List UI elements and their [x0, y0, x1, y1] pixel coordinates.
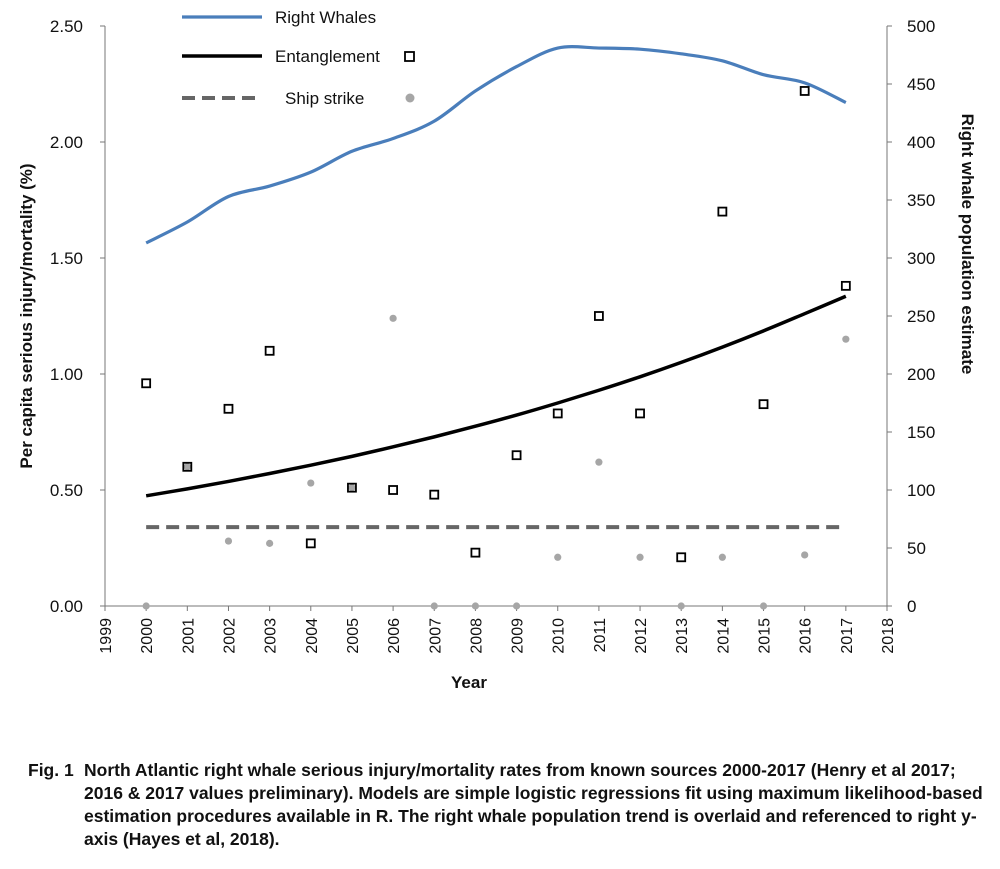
x-tick-label: 2011	[592, 618, 609, 653]
series-line-entanglement-model	[145, 294, 847, 498]
y-left-tick-label: 0.00	[50, 597, 83, 616]
caption-text: North Atlantic right whale serious injur…	[84, 760, 983, 849]
ship-strike-point	[512, 602, 521, 610]
ship-strike-point	[307, 479, 315, 487]
series-line-right-whales	[145, 45, 847, 245]
entanglement-point	[305, 538, 316, 549]
y-right-tick-label: 50	[907, 539, 926, 558]
y-right-tick-label: 250	[907, 307, 935, 326]
ship-strike-point	[718, 553, 726, 561]
ship-strike-point	[801, 551, 809, 559]
x-tick-label: 2007	[427, 618, 444, 654]
y-right-tick-label: 450	[907, 75, 935, 94]
x-tick-label: 2013	[674, 618, 691, 654]
legend-label-right-whales: Right Whales	[275, 8, 376, 27]
ship-strike-point	[430, 602, 438, 610]
y-axis-right-label: Right whale population estimate	[958, 114, 977, 375]
ship-strike-point	[554, 553, 562, 561]
entanglement-point	[552, 408, 563, 419]
legend: Right Whales Entanglement Ship strike	[182, 8, 415, 108]
y-left-tick-label: 2.50	[50, 17, 83, 36]
entanglement-point	[141, 378, 152, 389]
x-tick-label: 2004	[304, 618, 321, 654]
x-tick-label: 2006	[386, 618, 403, 654]
ship-strike-point	[266, 539, 274, 547]
entanglement-point	[223, 403, 234, 414]
x-tick-label: 2015	[757, 618, 774, 654]
entanglement-point	[470, 547, 481, 558]
y-right-tick-label: 150	[907, 423, 935, 442]
y-right-tick-label: 300	[907, 249, 935, 268]
x-axis-label: Year	[451, 673, 487, 692]
y-left-tick-label: 1.50	[50, 249, 83, 268]
ship-strike-point	[595, 458, 603, 466]
x-tick-label: 2016	[798, 618, 815, 654]
entanglement-point	[635, 408, 645, 419]
x-tick-label: 2002	[221, 618, 238, 654]
ship-strike-point	[142, 602, 150, 610]
x-tick-label: 2014	[715, 618, 732, 654]
y-right-tick-label: 500	[907, 17, 935, 36]
entanglement-point	[717, 206, 728, 217]
x-tick-label: 2005	[345, 618, 362, 654]
caption-fig-label: Fig. 1	[28, 760, 74, 780]
entanglement-point	[511, 450, 522, 461]
ship-strike-point	[759, 602, 768, 610]
x-tick-label: 2003	[263, 618, 280, 654]
entanglement-point	[388, 485, 399, 495]
entanglement-point	[182, 461, 193, 472]
legend-label-ship-strike: Ship strike	[285, 89, 364, 108]
y-right-tick-label: 400	[907, 133, 935, 152]
entanglement-point	[799, 86, 810, 96]
chart: 0.00 0.50 1.00 1.50 2.00 2.50 0 50 100 150 200 250 3…	[17, 8, 977, 692]
legend-swatch-entanglement-square	[404, 51, 415, 62]
series-layer	[141, 45, 851, 610]
y-left-tick-label: 0.50	[50, 481, 83, 500]
legend-label-entanglement: Entanglement	[275, 47, 380, 66]
ship-strike-point	[183, 463, 191, 471]
plot-frame	[104, 26, 888, 607]
axis-ticks: 0.00 0.50 1.00 1.50 2.00 2.50 0 50 100 150 200 250 3…	[50, 17, 935, 654]
ship-strike-point	[636, 553, 644, 561]
entanglement-point	[758, 399, 769, 410]
entanglement-point	[840, 280, 851, 291]
x-tick-label: 2001	[180, 618, 197, 654]
x-tick-label: 2009	[510, 618, 527, 654]
x-tick-label: 2010	[551, 618, 568, 654]
x-tick-label: 2018	[880, 618, 897, 654]
entanglement-point	[347, 482, 357, 493]
entanglement-point	[264, 345, 275, 356]
x-tick-label: 2012	[633, 618, 650, 654]
y-left-tick-label: 2.00	[50, 133, 83, 152]
x-tick-label: 2017	[839, 618, 856, 654]
x-tick-label: 2008	[468, 618, 485, 654]
y-left-tick-label: 1.00	[50, 365, 83, 384]
entanglement-point	[676, 552, 687, 563]
y-right-tick-label: 100	[907, 481, 935, 500]
ship-strike-point	[348, 484, 356, 492]
ship-strike-point	[224, 537, 233, 545]
y-right-tick-label: 350	[907, 191, 935, 210]
ship-strike-point	[842, 335, 850, 343]
y-right-tick-label: 0	[907, 597, 916, 616]
y-axis-left-label: Per capita serious injury/mortality (%)	[17, 163, 36, 468]
y-right-tick-label: 200	[907, 365, 935, 384]
legend-swatch-ship-strike-dot	[405, 93, 415, 103]
entanglement-point	[429, 489, 440, 500]
entanglement-point	[593, 311, 604, 321]
x-tick-label: 2000	[139, 618, 156, 654]
ship-strike-point	[389, 314, 397, 322]
ship-strike-point	[471, 602, 480, 610]
x-tick-label: 1999	[98, 618, 115, 654]
ship-strike-point	[677, 602, 685, 610]
